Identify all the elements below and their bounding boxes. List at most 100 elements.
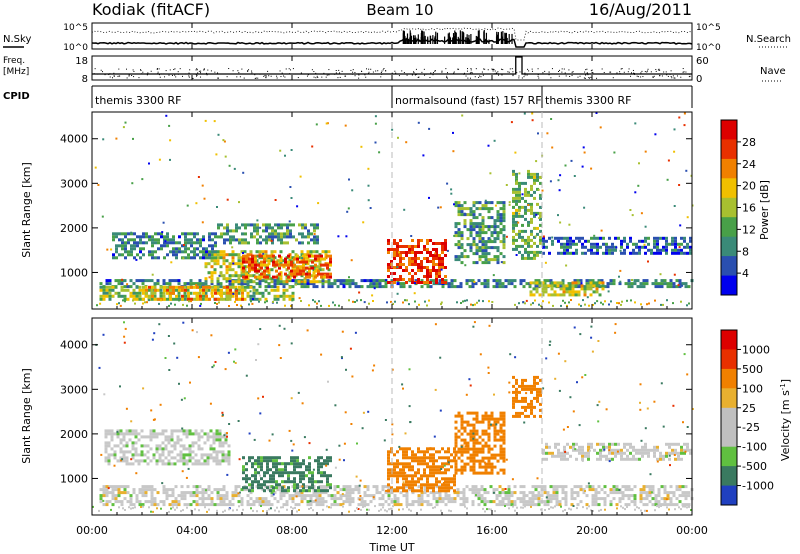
nave-dot [481, 71, 483, 73]
echo-speckle [195, 202, 198, 205]
echo-cell [324, 280, 328, 284]
echo-cell [300, 497, 304, 501]
echo-cell [372, 497, 376, 501]
echo-cell [665, 239, 668, 243]
echo-speckle [351, 189, 354, 192]
echo-cell [110, 429, 114, 433]
echo-cell [222, 259, 226, 263]
echo-cell [460, 252, 464, 256]
echo-cell [257, 462, 260, 466]
echo-cell [189, 282, 193, 286]
echo-cell [351, 279, 355, 283]
echo-cell [232, 238, 235, 242]
echo-cell [453, 279, 457, 283]
echo-cell [195, 503, 199, 507]
echo-cell [326, 456, 329, 460]
echo-cell [114, 497, 118, 501]
nave-dot [188, 75, 190, 77]
echo-cell [272, 465, 275, 469]
echo-cell [296, 266, 299, 270]
echo-cell [157, 238, 160, 242]
echo-cell [194, 429, 198, 433]
echo-clutter [174, 303, 176, 306]
echo-cell [116, 459, 120, 463]
echo-cell [143, 435, 147, 439]
echo-cell [129, 500, 133, 504]
nave-dot [339, 72, 341, 74]
echo-speckle [158, 158, 161, 161]
echo-cell [402, 245, 405, 248]
echo-cell [536, 381, 539, 385]
echo-cell [408, 278, 411, 281]
echo-cell [578, 239, 581, 243]
echo-cell [548, 451, 551, 455]
echo-cell [484, 261, 488, 265]
y-tick-label: 4000 [60, 133, 88, 146]
echo-cell [674, 248, 677, 252]
nave-dot [158, 74, 160, 76]
echo-cell [584, 454, 587, 458]
echo-cell [662, 236, 665, 240]
echo-cell [243, 288, 247, 292]
echo-cell [203, 432, 207, 436]
echo-cell [644, 442, 647, 446]
echo-cell [444, 468, 447, 472]
echo-cell [245, 480, 248, 484]
echo-cell [378, 282, 382, 286]
echo-cell [454, 432, 458, 436]
echo-cell [300, 500, 304, 504]
echo-speckle [252, 298, 254, 301]
echo-speckle [215, 153, 218, 156]
echo-cell [315, 250, 319, 254]
echo-cell [484, 471, 488, 475]
echo-cell [219, 285, 223, 289]
nave-dot [446, 73, 448, 75]
echo-cell [172, 247, 175, 251]
echo-cell [269, 468, 272, 472]
echo-cell [554, 445, 557, 449]
echo-cell [168, 503, 172, 507]
echo-cell [429, 260, 432, 263]
echo-cell [438, 242, 441, 245]
echo-cell [312, 491, 316, 495]
echo-clutter [518, 302, 520, 305]
echo-cell [228, 503, 232, 507]
echo-cell [339, 488, 343, 492]
echo-cell [154, 232, 157, 236]
echo-speckle [231, 246, 234, 249]
echo-cell [260, 486, 263, 490]
echo-cell [527, 256, 530, 260]
echo-cell [210, 291, 214, 295]
echo-cell [493, 258, 497, 262]
echo-cell [210, 259, 214, 263]
echo-clutter [158, 302, 160, 305]
echo-cell [539, 238, 542, 242]
echo-cell [460, 453, 464, 457]
echo-cell [556, 284, 560, 288]
echo-cell [533, 178, 536, 182]
echo-cell [432, 491, 436, 495]
echo-cell [512, 190, 515, 194]
echo-cell [184, 288, 187, 292]
echo-cell [281, 471, 284, 475]
echo-cell [320, 462, 323, 466]
echo-cell [478, 459, 482, 463]
echo-clutter [402, 301, 404, 304]
echo-cell [420, 450, 423, 454]
echo-speckle [345, 235, 348, 238]
echo-cell [453, 474, 456, 478]
echo-cell [173, 462, 177, 466]
echo-cell [329, 254, 332, 258]
echo-cell [429, 486, 432, 490]
echo-cell [429, 279, 433, 283]
echo-cell [215, 462, 219, 466]
echo-cell [222, 256, 226, 260]
echo-cell [218, 438, 222, 442]
echo-cell [405, 447, 408, 451]
echo-cell [481, 249, 485, 253]
nave-dot [228, 68, 230, 70]
echo-speckle [298, 297, 301, 300]
echo-cell [423, 456, 426, 460]
echo-speckle [371, 294, 374, 297]
echo-cell [414, 471, 417, 475]
